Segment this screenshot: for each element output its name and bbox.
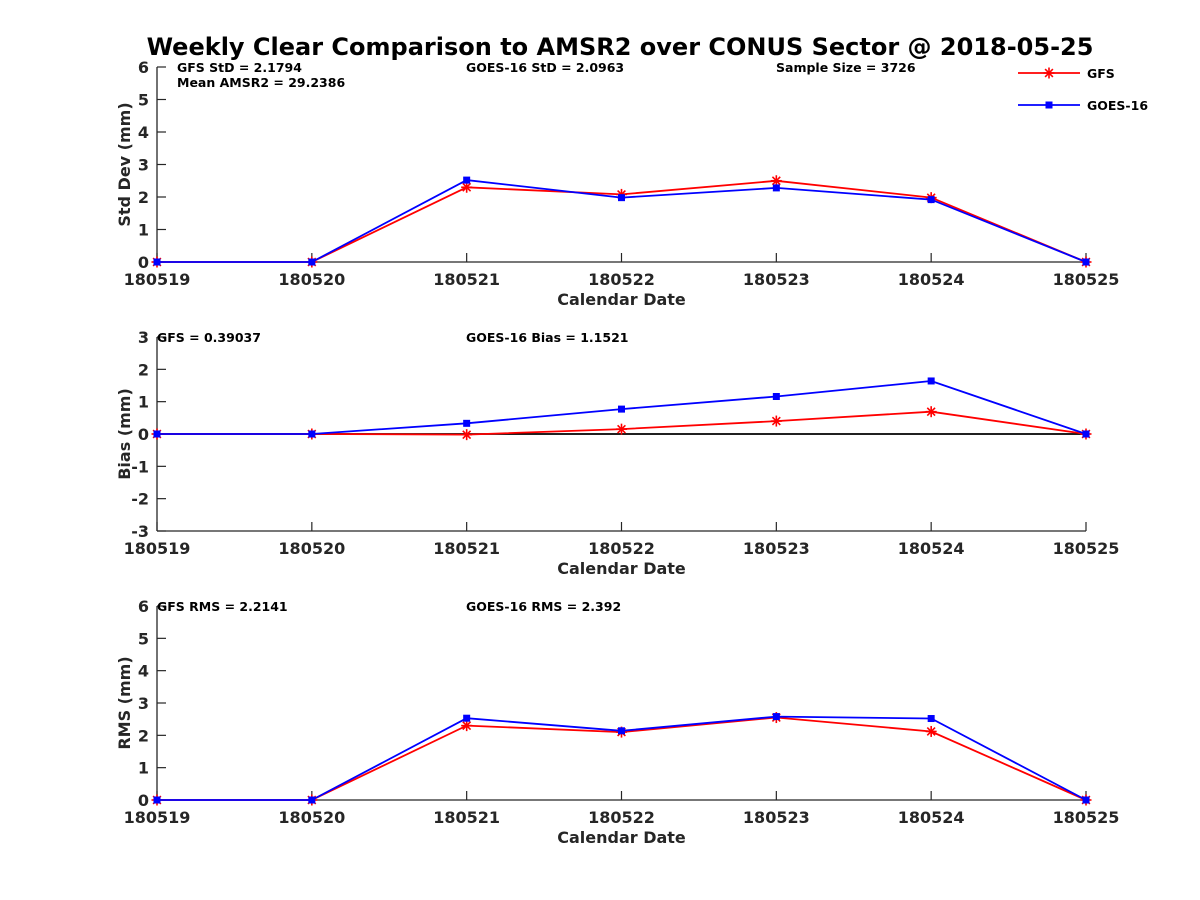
data-point-goes-16 [308,796,316,804]
stat-annotation: GFS = 0.39037 [157,330,261,345]
x-tick-label: 180525 [1053,539,1120,558]
y-tick-label: 6 [138,597,149,616]
data-point-gfs [770,415,782,427]
figure-title: Weekly Clear Comparison to AMSR2 over CO… [147,33,1094,61]
data-point-gfs [461,720,473,732]
x-tick-label: 180525 [1053,808,1120,827]
chart-panel-3: 180519 180520 180521 180522 180523 180524 1805… [115,597,1119,847]
data-point-goes-16 [1082,430,1090,438]
legend-label: GFS [1087,66,1115,81]
data-point-gfs [616,423,627,435]
data-point-goes-16 [153,430,161,438]
legend-item-goes-16: GOES-16 [1018,98,1148,113]
y-axis-label: RMS (mm) [115,656,134,749]
x-axis-label: Calendar Date [557,290,686,309]
legend-label: GOES-16 [1087,98,1148,113]
data-point-goes-16 [463,419,471,427]
data-point-gfs [925,725,937,737]
data-point-gfs [925,406,937,418]
data-point-goes-16 [618,194,625,202]
y-axis-label: Bias (mm) [115,388,134,480]
legend-item-gfs: GFS [1018,66,1115,81]
y-tick-label: 4 [138,662,149,681]
data-point-goes-16 [618,727,625,735]
stat-annotation: GFS RMS = 2.2141 [157,599,288,614]
data-point-goes-16 [618,405,625,413]
y-tick-label: -2 [131,490,149,509]
data-point-goes-16 [463,714,471,722]
data-point-goes-16 [308,258,316,266]
data-point-goes-16 [772,713,780,721]
x-tick-label: 180524 [898,539,965,558]
x-tick-label: 180521 [433,808,500,827]
y-tick-label: 1 [138,759,149,778]
y-tick-label: 1 [138,221,149,240]
stat-annotation: Mean AMSR2 = 29.2386 [177,75,345,90]
data-point-goes-16 [153,258,161,266]
data-point-goes-16 [308,430,316,438]
x-tick-label: 180523 [743,808,810,827]
stat-annotation: GFS StD = 2.1794 [177,60,302,75]
x-tick-label: 180521 [433,270,500,289]
x-tick-label: 180520 [278,270,345,289]
data-point-goes-16 [927,196,935,204]
y-tick-label: 0 [138,425,149,444]
y-tick-label: 2 [138,188,149,207]
y-tick-label: 5 [138,629,149,648]
x-tick-label: 180524 [898,808,965,827]
x-tick-label: 180522 [588,539,655,558]
y-tick-label: 5 [138,91,149,110]
y-tick-label: -1 [131,457,149,476]
x-tick-label: 180519 [124,539,191,558]
y-tick-label: -3 [131,522,149,541]
x-tick-label: 180522 [588,270,655,289]
x-tick-label: 180524 [898,270,965,289]
y-tick-label: 1 [138,393,149,412]
x-tick-label: 180521 [433,539,500,558]
y-axis-label: Std Dev (mm) [115,102,134,226]
y-tick-label: 4 [138,123,149,142]
data-point-goes-16 [772,392,780,400]
chart-panel-1: 180519 180520 180521 180522 180523 180524 1805… [115,58,1119,309]
x-tick-label: 180520 [278,808,345,827]
x-tick-label: 180523 [743,539,810,558]
data-point-goes-16 [772,184,780,192]
legend-marker [1045,101,1053,109]
data-point-gfs [461,429,473,441]
x-tick-label: 180519 [124,808,191,827]
x-tick-label: 180525 [1053,270,1120,289]
x-tick-label: 180523 [743,270,810,289]
y-tick-label: 0 [138,791,149,810]
y-tick-label: 0 [138,253,149,272]
x-axis-label: Calendar Date [557,828,686,847]
panels: 180519 180520 180521 180522 180523 180524 1805… [115,58,1119,847]
legend-marker [1043,67,1055,79]
x-tick-label: 180522 [588,808,655,827]
x-axis-label: Calendar Date [557,559,686,578]
y-tick-label: 6 [138,58,149,77]
stat-annotation: GOES-16 RMS = 2.392 [466,599,621,614]
data-point-goes-16 [927,377,935,385]
chart-panel-2: 180519 180520 180521 180522 180523 180524 1805… [115,328,1119,578]
y-tick-label: 2 [138,360,149,379]
stat-annotation: GOES-16 Bias = 1.1521 [466,330,628,345]
y-tick-label: 3 [138,328,149,347]
data-point-goes-16 [1082,796,1090,804]
y-tick-label: 3 [138,694,149,713]
stat-annotation: GOES-16 StD = 2.0963 [466,60,624,75]
y-tick-label: 3 [138,156,149,175]
data-point-goes-16 [927,715,935,723]
stat-annotation: Sample Size = 3726 [776,60,916,75]
data-point-goes-16 [463,176,471,184]
data-point-goes-16 [1082,258,1090,266]
y-tick-label: 2 [138,726,149,745]
x-tick-label: 180519 [124,270,191,289]
x-tick-label: 180520 [278,539,345,558]
legend: GFS GOES-16 [1018,66,1148,113]
data-point-goes-16 [153,796,161,804]
